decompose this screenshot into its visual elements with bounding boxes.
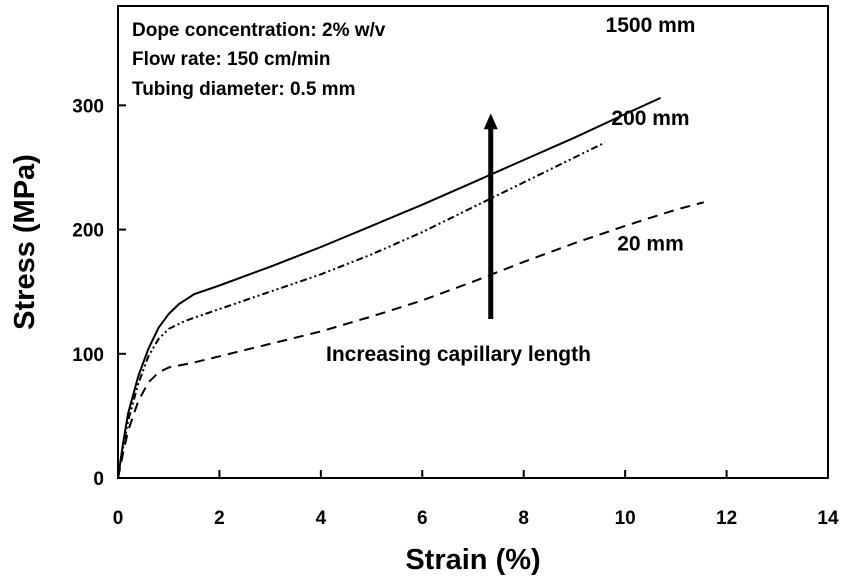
y-ticks: 0 100 200 300 (72, 96, 126, 490)
x-tick-label: 12 (716, 508, 737, 529)
series-line-1500-mm (117, 96, 662, 479)
annotation: Increasing capillary length (326, 113, 591, 366)
y-tick-label: 0 (93, 469, 104, 490)
x-tick-label: 0 (113, 508, 124, 529)
x-tick-label: 8 (518, 508, 529, 529)
info-box: Dope concentration: 2% w/v Flow rate: 15… (132, 20, 386, 100)
y-tick-label: 300 (72, 96, 104, 117)
curves-layer: 1500 mm 200 mm 20 mm (117, 14, 705, 479)
annotation-text: Increasing capillary length (326, 343, 591, 366)
info-line-dope: Dope concentration: 2% w/v (132, 20, 386, 41)
series-line-20-mm (117, 201, 705, 479)
y-axis-title: Stress (MPa) (9, 154, 41, 330)
x-tick-label: 4 (316, 508, 327, 529)
series-label: 1500 mm (606, 14, 696, 37)
info-line-tubing: Tubing diameter: 0.5 mm (132, 79, 355, 100)
series-line-200-mm (117, 141, 606, 479)
x-tick-label: 10 (615, 508, 636, 529)
plot-frame (117, 5, 829, 479)
series-label: 200 mm (611, 107, 689, 130)
x-tick-label: 14 (817, 508, 839, 529)
info-line-flow: Flow rate: 150 cm/min (132, 49, 331, 70)
y-tick-label: 100 (72, 345, 104, 366)
series-label: 20 mm (617, 233, 684, 256)
x-tick-label: 2 (214, 508, 225, 529)
y-tick-label: 200 (72, 221, 104, 242)
x-ticks: 0 2 4 6 8 10 12 14 (113, 470, 839, 529)
increase-arrow-head (483, 113, 498, 130)
x-tick-label: 6 (417, 508, 428, 529)
x-axis-title: Strain (%) (405, 544, 540, 576)
